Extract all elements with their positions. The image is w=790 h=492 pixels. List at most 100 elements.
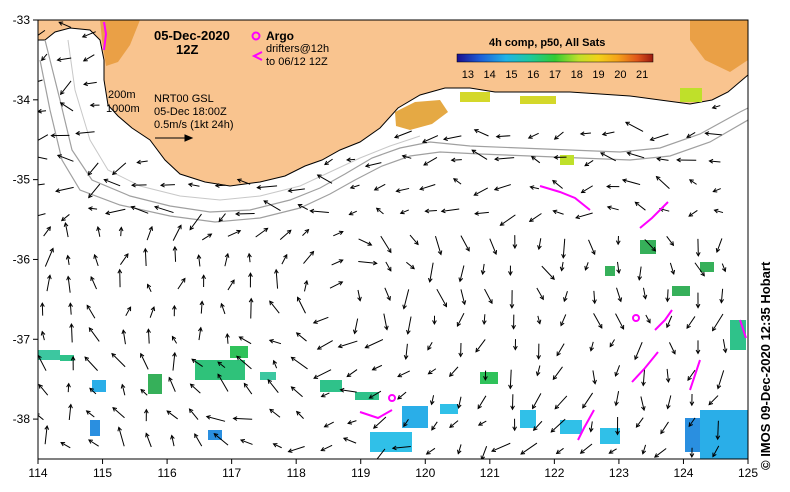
current-arrowhead <box>263 227 269 233</box>
current-arrow <box>340 389 357 393</box>
current-arrowhead <box>656 156 662 162</box>
current-arrowhead <box>27 216 31 220</box>
current-arrow <box>275 269 279 289</box>
current-arrowhead <box>342 437 348 442</box>
current-arrowhead <box>267 379 273 384</box>
current-arrowhead <box>189 225 194 231</box>
current-arrow <box>423 156 438 166</box>
current-arrow <box>477 395 487 409</box>
current-arrow <box>666 315 673 328</box>
current-arrowhead <box>170 434 175 440</box>
current-arrow <box>60 80 72 95</box>
current-arrow <box>552 366 563 380</box>
current-arrow <box>520 442 538 455</box>
current-arrowhead <box>616 269 621 275</box>
current-arrow <box>83 81 97 85</box>
current-arrow <box>383 313 388 330</box>
current-arrowhead <box>712 326 717 332</box>
current-arrow <box>38 384 49 396</box>
current-arrowhead <box>88 327 94 333</box>
colorbar-tick-label: 19 <box>592 69 604 81</box>
current-arrowhead <box>719 298 725 304</box>
current-arrowhead <box>721 267 727 273</box>
current-arrow <box>434 236 442 255</box>
current-arrow <box>705 132 722 136</box>
colorbar-tick-label: 13 <box>462 69 474 81</box>
current-arrowhead <box>642 294 648 300</box>
current-arrow <box>396 187 410 192</box>
current-arrowhead <box>213 433 219 438</box>
current-arrow <box>460 235 470 252</box>
current-arrowhead <box>716 384 722 390</box>
current-arrowhead <box>320 393 326 398</box>
drifter-legend-icon <box>251 51 263 61</box>
current-arrow <box>478 420 487 426</box>
current-arrow <box>615 313 625 330</box>
current-arrow <box>441 208 460 212</box>
current-arrowhead <box>425 450 431 455</box>
argo-legend-icon <box>251 31 261 41</box>
current-arrowhead <box>225 332 230 338</box>
current-arrow <box>625 121 644 132</box>
current-arrow <box>188 183 200 187</box>
current-arrow <box>281 254 288 265</box>
current-arrowhead <box>49 247 54 253</box>
y-tick-label: -33 <box>13 13 31 27</box>
current-arrowhead <box>172 245 178 251</box>
current-arrow <box>550 418 566 433</box>
current-arrowhead <box>88 439 93 444</box>
current-arrowhead <box>126 306 132 312</box>
current-arrowhead <box>177 224 182 230</box>
current-arrowhead <box>410 264 415 270</box>
current-arrow <box>58 21 72 28</box>
x-tick-label: 116 <box>158 466 177 480</box>
current-arrowhead <box>511 324 516 330</box>
current-arrow <box>708 395 719 406</box>
current-arrowhead <box>230 279 235 285</box>
current-arrowhead <box>402 304 407 310</box>
current-arrowhead <box>552 209 558 215</box>
current-arrow <box>279 229 292 240</box>
current-arrow <box>248 253 251 263</box>
current-arrow <box>105 208 126 215</box>
current-arrowhead <box>614 401 619 407</box>
current-arrowhead <box>247 252 252 258</box>
argo-float <box>632 314 640 322</box>
current-arrowhead <box>591 250 596 256</box>
current-arrow <box>536 287 544 300</box>
current-arrow <box>560 314 567 326</box>
current-arrowhead <box>63 221 69 227</box>
current-arrow <box>349 210 357 216</box>
current-arrowhead <box>283 253 288 259</box>
current-arrow <box>406 261 415 270</box>
credit-text: © IMOS 09-Dec-2020 12:35 Hobart <box>758 261 773 470</box>
current-arrowhead <box>337 343 343 349</box>
current-arrow <box>712 105 721 109</box>
current-arrowhead <box>491 447 497 453</box>
current-arrow <box>475 211 489 215</box>
current-arrow <box>201 233 212 241</box>
current-arrowhead <box>168 376 173 382</box>
current-arrow <box>57 154 74 162</box>
current-arrowhead <box>205 415 211 420</box>
current-arrowhead <box>391 445 397 451</box>
current-arrow <box>224 253 229 267</box>
current-arrow <box>403 419 409 427</box>
current-arrow <box>400 209 409 214</box>
current-arrowhead <box>364 163 370 168</box>
current-arrow <box>358 238 372 246</box>
current-arrowhead <box>440 208 446 214</box>
current-arrow <box>288 446 305 453</box>
current-arrow <box>172 352 176 371</box>
current-arrow <box>237 178 251 185</box>
current-arrow <box>147 329 150 344</box>
current-arrowhead <box>263 200 269 205</box>
current-arrow <box>609 339 615 347</box>
current-arrow <box>494 184 511 191</box>
current-arrowhead <box>40 330 46 336</box>
current-arrow <box>343 437 357 444</box>
current-arrowhead <box>461 300 467 306</box>
x-tick-label: 123 <box>609 466 629 480</box>
current-arrow <box>239 336 252 345</box>
current-arrow <box>642 287 647 299</box>
